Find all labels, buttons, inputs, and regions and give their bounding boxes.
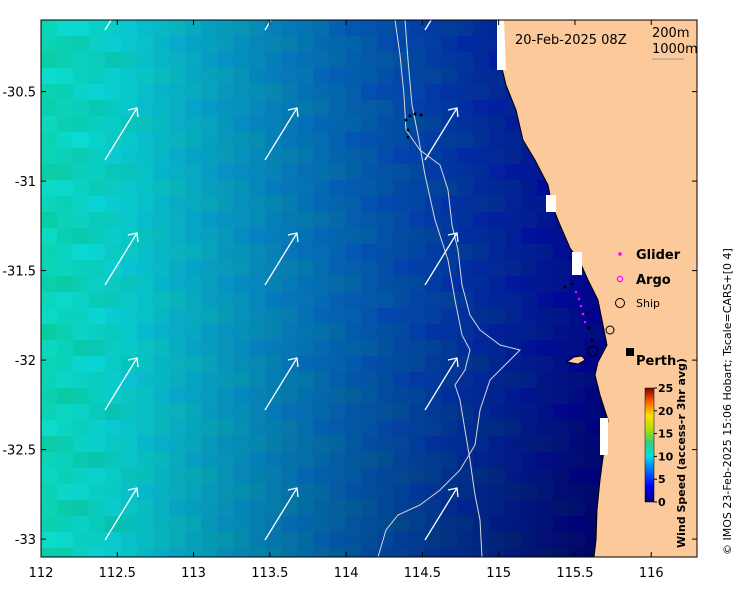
y-tick-label: -31: [15, 175, 36, 190]
wind-arrows: [104, 20, 459, 541]
wind-arrow: [424, 20, 432, 31]
wind-arrow: [264, 232, 299, 286]
x-tick-label: 115: [486, 566, 511, 581]
glider-track: [574, 290, 587, 324]
contour-200m: [404, 20, 483, 557]
ship-track: [404, 112, 594, 342]
colorbar-title: Wind Speed (access-r 3hr avg): [675, 358, 688, 548]
y-tick-label: -31.5: [2, 265, 36, 280]
wind-arrow: [264, 487, 299, 541]
x-tick-label: 112: [29, 566, 54, 581]
colorbar-ticks: 0 5 10 15 20 25: [654, 382, 674, 509]
colorbar-tick-label: 25: [658, 382, 673, 395]
wind-arrow: [104, 232, 139, 286]
plot-frame: [40, 19, 698, 558]
wind-arrow: [264, 107, 299, 161]
y-tick-label: -32.5: [2, 444, 36, 459]
wind-arrow: [104, 487, 139, 541]
y-axis: -30.5 -31 -31.5 -32 -32.5 -33: [2, 86, 697, 548]
rottnest-island: [565, 355, 586, 365]
x-tick-label: 112.5: [99, 566, 136, 581]
x-tick-label: 114: [334, 566, 359, 581]
x-tick-label: 115.5: [556, 566, 593, 581]
glider-legend-icon: [618, 252, 622, 256]
x-tick-label: 114.5: [404, 566, 441, 581]
argo-legend-icon: [616, 275, 624, 283]
wind-arrow: [104, 20, 112, 31]
x-tick-label: 113.5: [251, 566, 288, 581]
colorbar: [644, 387, 655, 503]
x-axis: 112 112.5 113 113.5 114 114.5 115 115.5 116: [29, 20, 664, 581]
ship-marker: [605, 325, 615, 335]
y-tick-label: -30.5: [2, 86, 36, 101]
ship-legend-icon: [615, 298, 625, 308]
perth-marker: [626, 348, 634, 356]
wind-arrow: [424, 107, 459, 161]
wind-arrow: [104, 357, 139, 411]
legend-argo: Argo: [636, 273, 671, 288]
wind-arrow: [424, 232, 459, 286]
wind-arrow: [104, 107, 139, 161]
x-tick-label: 113: [181, 566, 206, 581]
contour-label-1000m: 1000m: [652, 42, 698, 57]
colorbar-tick-label: 10: [658, 450, 674, 463]
place-label-perth: Perth: [636, 354, 676, 369]
y-tick-label: -33: [15, 533, 36, 548]
legend-ship: Ship: [636, 297, 660, 310]
ship-marker: [587, 345, 599, 357]
x-tick-label: 116: [639, 566, 664, 581]
contour-label-200m: 200m: [652, 26, 689, 41]
y-tick-label: -32: [15, 354, 36, 369]
wind-arrow: [264, 357, 299, 411]
colorbar-tick-label: 5: [658, 473, 666, 486]
wind-arrow: [424, 487, 459, 541]
credit-text: © IMOS 23-Feb-2025 15:06 Hobart; Tscale=…: [721, 248, 734, 555]
wind-arrow: [424, 357, 459, 411]
colorbar-tick-label: 20: [658, 405, 674, 418]
colorbar-tick-label: 0: [658, 496, 666, 509]
contour-1000m: [377, 20, 521, 557]
legend-glider: Glider: [636, 248, 681, 263]
date-title: 20-Feb-2025 08Z: [515, 33, 627, 48]
colorbar-tick-label: 15: [658, 428, 673, 441]
